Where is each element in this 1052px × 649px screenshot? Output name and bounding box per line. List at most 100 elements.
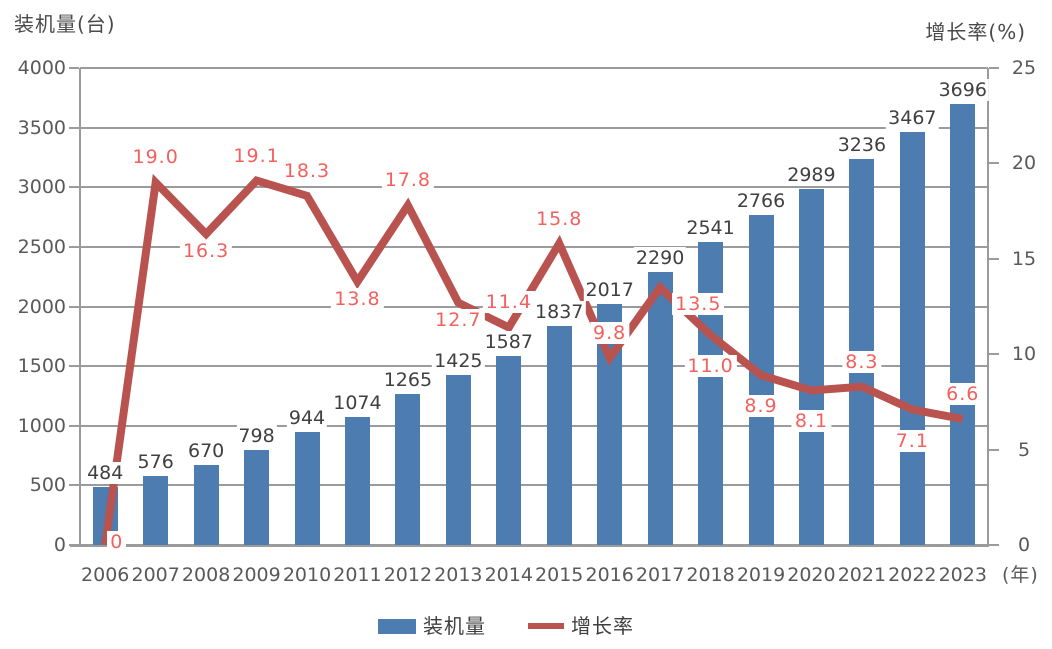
growth-rate-polyline xyxy=(101,173,964,546)
bar-2009 xyxy=(244,449,270,545)
left-axis-tickmark-4000 xyxy=(69,67,79,69)
right-axis-title: 增长率(%) xyxy=(925,20,1026,44)
x-axis-label-2015: 2015 xyxy=(535,564,584,586)
growth-rate-label-2023: 6.6 xyxy=(943,383,983,406)
gridline-4000 xyxy=(80,67,988,69)
left-axis-tickmark-2000 xyxy=(69,305,79,308)
x-axis-label-2017: 2017 xyxy=(635,564,685,586)
bar-value-label-2007: 576 xyxy=(135,451,176,474)
growth-rate-label-2007: 19.0 xyxy=(129,146,182,169)
growth-rate-label-2016: 9.8 xyxy=(590,322,630,345)
right-axis-tick-label-5: 5 xyxy=(1017,438,1031,461)
growth-rate-label-2018: 11.0 xyxy=(684,355,737,378)
growth-rate-label-2015: 15.8 xyxy=(533,207,586,230)
growth-rate-label-2012: 17.8 xyxy=(381,169,435,192)
bar-value-label-2019: 2766 xyxy=(734,190,788,213)
bar-value-label-2013: 1425 xyxy=(432,350,485,373)
growth-rate-label-2021: 8.3 xyxy=(842,350,882,373)
bar-value-label-2015: 1837 xyxy=(533,300,586,323)
x-axis-label-2022: 2022 xyxy=(888,564,937,586)
bar-2017 xyxy=(647,271,673,545)
x-axis-label-2011: 2011 xyxy=(333,564,382,586)
bar-2018 xyxy=(698,241,724,545)
bar-value-label-2010: 944 xyxy=(286,407,328,430)
right-axis-tickmark-25 xyxy=(989,67,999,69)
bar-2022 xyxy=(899,131,925,545)
bar-2008 xyxy=(193,465,219,545)
right-axis-tickmark-10 xyxy=(989,353,999,356)
growth-rate-label-2010: 18.3 xyxy=(280,159,334,182)
left-axis-tickmark-3500 xyxy=(69,126,79,129)
left-axis-line xyxy=(79,68,81,547)
bar-2011 xyxy=(344,416,370,545)
right-axis-tick-label-25: 25 xyxy=(1011,57,1037,79)
growth-rate-label-2006: 0 xyxy=(107,531,127,553)
bar-series-swatch xyxy=(378,618,416,634)
right-axis-tick-label-0: 0 xyxy=(1017,534,1031,556)
bar-2007 xyxy=(143,476,169,545)
line-series-swatch xyxy=(528,623,564,629)
bar-2014 xyxy=(496,355,522,545)
x-axis-label-2012: 2012 xyxy=(383,564,433,586)
right-axis-tickmark-20 xyxy=(989,162,999,165)
x-axis-label-2020: 2020 xyxy=(787,564,836,586)
bar-2020 xyxy=(798,188,824,545)
bar-2023 xyxy=(950,104,976,545)
left-axis-tick-label-3000: 3000 xyxy=(17,176,66,199)
left-axis-tickmark-0 xyxy=(69,544,79,546)
bar-2013 xyxy=(445,375,471,545)
bar-2019 xyxy=(748,215,774,545)
x-axis-label-2013: 2013 xyxy=(434,564,483,586)
x-axis-label-2014: 2014 xyxy=(484,564,533,586)
left-axis-tick-label-0: 0 xyxy=(53,534,66,556)
bar-value-label-2017: 2290 xyxy=(633,246,687,269)
growth-rate-label-2013: 12.7 xyxy=(432,308,485,331)
left-axis-tick-label-3500: 3500 xyxy=(17,116,66,139)
growth-rate-label-2014: 11.4 xyxy=(482,291,535,314)
growth-rate-label-2022: 7.1 xyxy=(892,429,932,452)
x-axis-label-2018: 2018 xyxy=(686,564,735,586)
right-axis-tick-label-15: 15 xyxy=(1011,247,1037,270)
growth-rate-label-2019: 8.9 xyxy=(741,395,781,418)
right-axis-tickmark-0 xyxy=(989,544,999,546)
growth-rate-label-2017: 13.5 xyxy=(672,293,725,316)
right-axis-tick-label-10: 10 xyxy=(1011,343,1037,366)
bar-2010 xyxy=(294,432,320,545)
bar-value-label-2014: 1587 xyxy=(482,330,535,353)
line-series-legend-label: 增长率 xyxy=(571,614,634,638)
left-axis-tick-label-2000: 2000 xyxy=(17,295,66,318)
legend-item-bars: 装机量 xyxy=(378,614,486,638)
right-axis-tick-label-20: 20 xyxy=(1011,152,1037,175)
left-axis-tickmark-1000 xyxy=(69,424,79,427)
bar-value-label-2022: 3467 xyxy=(886,106,939,129)
bar-value-label-2020: 2989 xyxy=(785,163,838,186)
legend: 装机量 增长率 xyxy=(378,614,634,638)
x-axis-label-2016: 2016 xyxy=(585,564,634,586)
x-axis-label-2007: 2007 xyxy=(131,564,180,586)
growth-rate-label-2009: 19.1 xyxy=(230,144,283,167)
x-axis-label-2010: 2010 xyxy=(282,564,332,586)
legend-item-line: 增长率 xyxy=(528,614,634,638)
x-axis-label-2008: 2008 xyxy=(181,564,231,586)
bar-value-label-2011: 1074 xyxy=(331,391,384,414)
left-axis-tick-label-1500: 1500 xyxy=(17,355,66,378)
bar-value-label-2016: 2017 xyxy=(583,279,636,302)
right-axis-tickmark-5 xyxy=(989,448,999,451)
growth-rate-label-2011: 13.8 xyxy=(331,287,384,310)
x-axis-label-2009: 2009 xyxy=(232,564,281,586)
left-axis-tickmark-1500 xyxy=(69,365,79,368)
growth-rate-label-2008: 16.3 xyxy=(179,239,233,262)
left-axis-title: 装机量(台) xyxy=(14,12,116,36)
bar-value-label-2021: 3236 xyxy=(835,134,889,157)
bar-value-label-2006: 484 xyxy=(85,462,126,485)
bar-value-label-2023: 3696 xyxy=(936,79,989,102)
right-axis-line xyxy=(987,68,989,547)
left-axis-tick-label-4000: 4000 xyxy=(17,57,66,79)
left-axis-tickmark-3000 xyxy=(69,186,79,189)
bar-value-label-2018: 2541 xyxy=(684,216,737,239)
bar-2012 xyxy=(395,394,421,545)
left-axis-tickmark-500 xyxy=(69,484,79,487)
left-axis-tick-label-1000: 1000 xyxy=(17,414,66,437)
